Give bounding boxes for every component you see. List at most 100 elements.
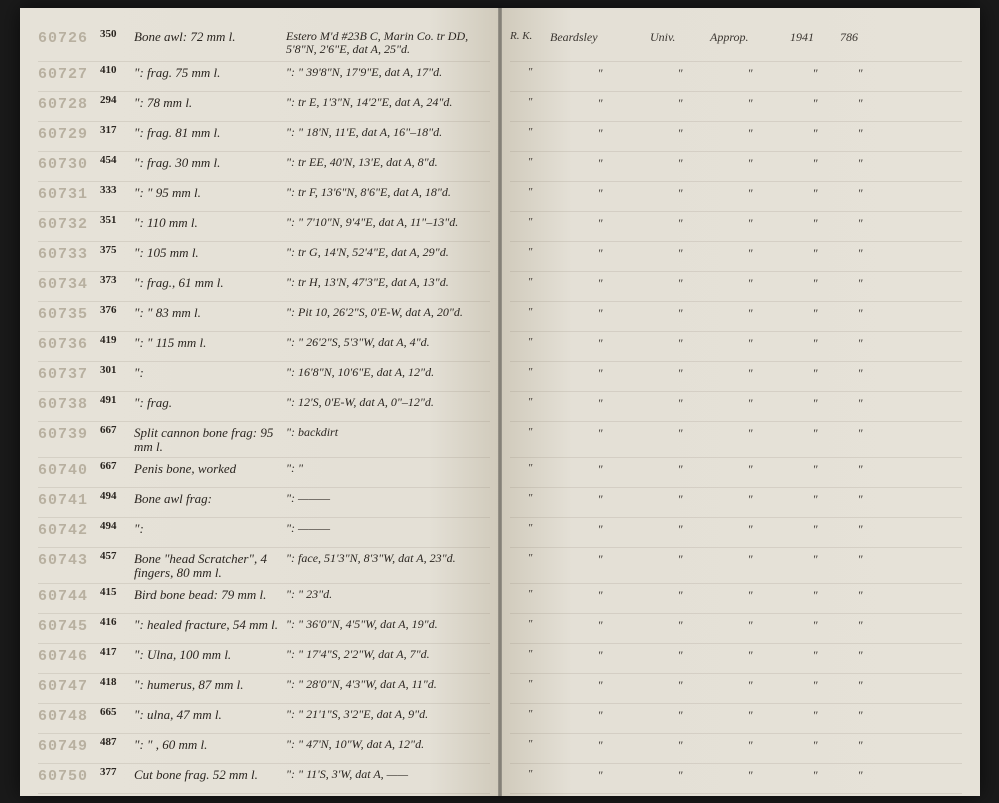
ledger-row: 60748665": ulna, 47 mm l.": " 21'1"S, 3'… (38, 704, 490, 734)
location-details: Estero M'd #23B C, Marin Co. tr DD, 5'8"… (286, 26, 490, 56)
ledger-row-right: """""" (510, 242, 962, 272)
ditto-mark: " (840, 488, 880, 507)
ditto-mark: " (710, 242, 790, 261)
ledger-row: 60726350Bone awl: 72 mm l.Estero M'd #23… (38, 26, 490, 62)
ditto-mark: " (790, 548, 840, 567)
ditto-mark: " (840, 548, 880, 567)
ledger-row: 60742494":": ——— (38, 518, 490, 548)
ditto-mark: " (840, 674, 880, 693)
ditto-mark: " (650, 122, 710, 141)
ledger-row: 60735376": " 83 mm l.": Pit 10, 26'2"S, … (38, 302, 490, 332)
ledger-row: 60734373": frag., 61 mm l.": tr H, 13'N,… (38, 272, 490, 302)
ledger-row-right: """""" (510, 62, 962, 92)
ditto-mark: " (790, 488, 840, 507)
ledger-row-right: R. K.BeardsleyUniv.Approp.1941786 (510, 26, 962, 62)
ditto-mark: " (710, 422, 790, 441)
field-number: 416 (100, 614, 134, 628)
ledger-row: 60746417": Ulna, 100 mm l.": " 17'4"S, 2… (38, 644, 490, 674)
location-details: ": ——— (286, 518, 490, 535)
location-details: ": " 36'0"N, 4'5"W, dat A, 19"d. (286, 614, 490, 631)
collector-initials: R. K. (510, 26, 550, 42)
ledger-row: 60736419": " 115 mm l.": " 26'2"S, 5'3"W… (38, 332, 490, 362)
ditto-mark: " (710, 644, 790, 663)
ledger-row-right: """""" (510, 518, 962, 548)
ditto-mark: " (840, 332, 880, 351)
ditto-mark: " (790, 614, 840, 633)
ditto-mark: " (550, 458, 650, 477)
ledger-row: 60727410": frag. 75 mm l.": " 39'8"N, 17… (38, 62, 490, 92)
ledger-row-right: """""" (510, 614, 962, 644)
ditto-mark: " (840, 764, 880, 783)
ditto-mark: " (550, 212, 650, 231)
location-details: ": face, 51'3"N, 8'3"W, dat A, 23"d. (286, 548, 490, 565)
ditto-mark: " (550, 674, 650, 693)
ditto-mark: " (510, 518, 550, 534)
ditto-mark: " (510, 302, 550, 318)
location-details: ": " 26'2"S, 5'3"W, dat A, 4"d. (286, 332, 490, 349)
ledger-row: 60728294": 78 mm l.": tr E, 1'3"N, 14'2"… (38, 92, 490, 122)
ledger-row: 60749487": " , 60 mm l.": " 47'N, 10"W, … (38, 734, 490, 764)
artifact-description: Bone "head Scratcher", 4 fingers, 80 mm … (134, 548, 286, 581)
artifact-description: ": frag., 61 mm l. (134, 272, 286, 290)
ditto-mark: " (510, 272, 550, 288)
catalog-id: 60742 (38, 518, 100, 539)
ditto-mark: " (840, 518, 880, 537)
ledger-row: 60738491": frag.": 12'S, 0'E-W, dat A, 0… (38, 392, 490, 422)
ditto-mark: " (550, 422, 650, 441)
ditto-mark: " (510, 122, 550, 138)
artifact-description: Split cannon bone frag: 95 mm l. (134, 422, 286, 455)
location-details: ": " (286, 458, 490, 475)
ditto-mark: " (840, 152, 880, 171)
left-page: 60726350Bone awl: 72 mm l.Estero M'd #23… (20, 8, 500, 796)
field-number: 417 (100, 644, 134, 658)
ditto-mark: " (550, 488, 650, 507)
ditto-mark: " (510, 182, 550, 198)
field-number: 373 (100, 272, 134, 286)
artifact-description: ": frag. 30 mm l. (134, 152, 286, 170)
ditto-mark: " (840, 182, 880, 201)
ditto-mark: " (840, 734, 880, 753)
ditto-mark: " (840, 242, 880, 261)
artifact-description: ": " , 60 mm l. (134, 734, 286, 752)
ditto-mark: " (710, 362, 790, 381)
ditto-mark: " (840, 212, 880, 231)
artifact-description: ": Ulna, 100 mm l. (134, 644, 286, 662)
ledger-row-right: """""" (510, 458, 962, 488)
ledger-row: 60747418": humerus, 87 mm l.": " 28'0"N,… (38, 674, 490, 704)
ditto-mark: " (710, 518, 790, 537)
ditto-mark: " (510, 734, 550, 750)
ditto-mark: " (790, 704, 840, 723)
field-number: 418 (100, 674, 134, 688)
ditto-mark: " (840, 272, 880, 291)
ditto-mark: " (510, 152, 550, 168)
ditto-mark: " (510, 674, 550, 690)
ditto-mark: " (650, 614, 710, 633)
ditto-mark: " (510, 92, 550, 108)
ditto-mark: " (840, 614, 880, 633)
ditto-mark: " (790, 272, 840, 291)
field-number: 665 (100, 704, 134, 718)
ditto-mark: " (840, 92, 880, 111)
ditto-mark: " (650, 92, 710, 111)
ditto-mark: " (790, 674, 840, 693)
ditto-mark: " (510, 392, 550, 408)
ditto-mark: " (510, 704, 550, 720)
catalog-id: 60749 (38, 734, 100, 755)
ditto-mark: " (790, 302, 840, 321)
ledger-row-right: """""" (510, 92, 962, 122)
catalog-id: 60732 (38, 212, 100, 233)
ditto-mark: " (510, 458, 550, 474)
catalog-id: 60734 (38, 272, 100, 293)
ditto-mark: " (790, 152, 840, 171)
ditto-mark: " (710, 332, 790, 351)
artifact-description: ": (134, 518, 286, 536)
location-details: ": " 17'4"S, 2'2"W, dat A, 7"d. (286, 644, 490, 661)
field-number: 377 (100, 764, 134, 778)
ditto-mark: " (650, 488, 710, 507)
ditto-mark: " (840, 704, 880, 723)
ditto-mark: " (550, 734, 650, 753)
ditto-mark: " (790, 182, 840, 201)
ledger-row: 60732351": 110 mm l.": " 7'10"N, 9'4"E, … (38, 212, 490, 242)
ledger-row-right: """""" (510, 644, 962, 674)
ditto-mark: " (550, 242, 650, 261)
